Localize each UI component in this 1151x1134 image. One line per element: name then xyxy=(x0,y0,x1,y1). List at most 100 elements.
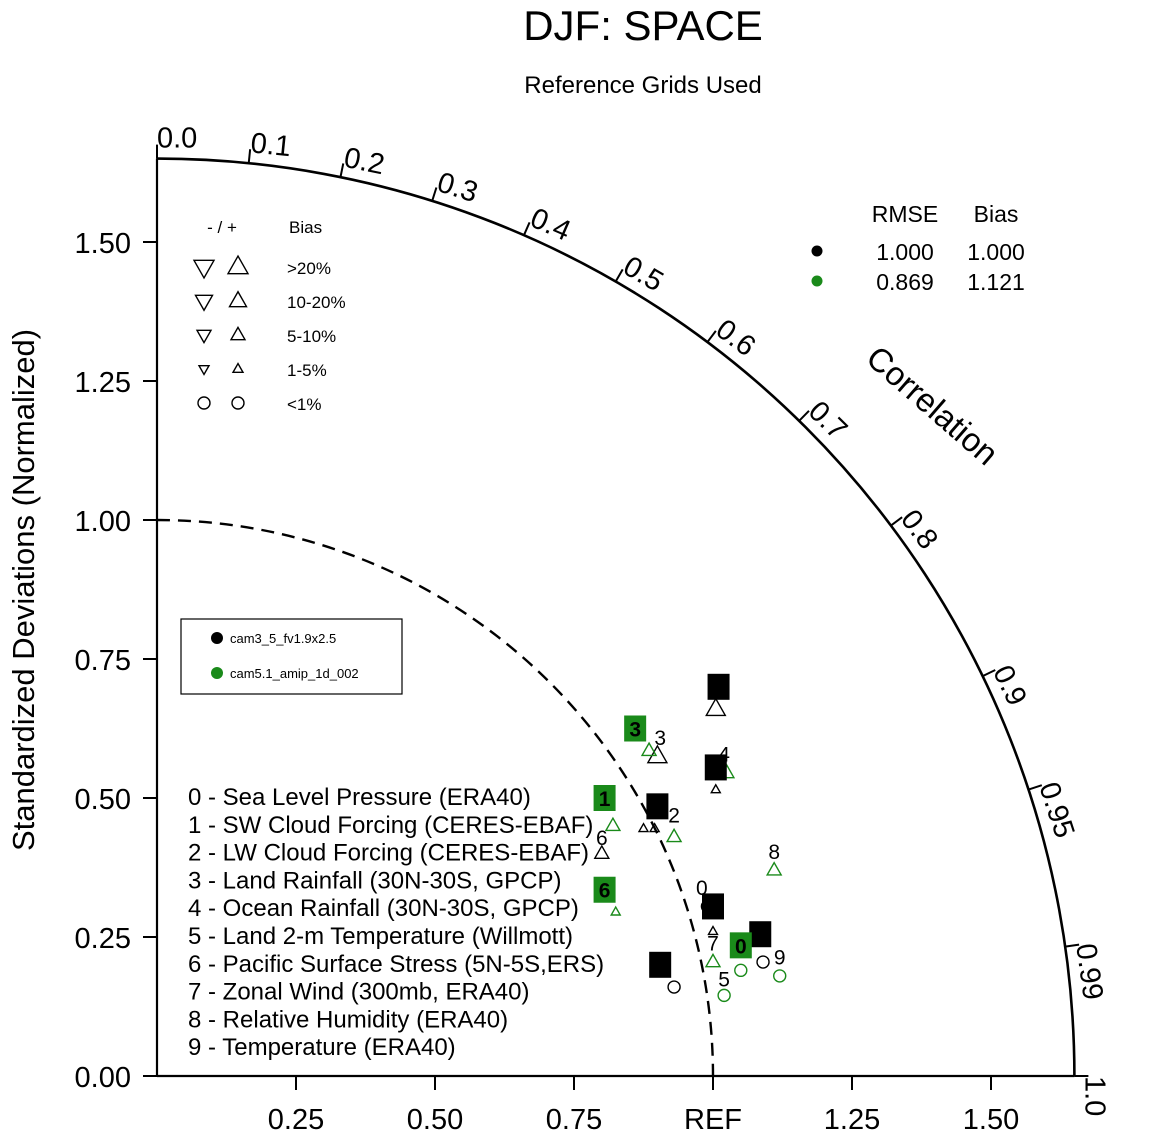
bias-legend-up-triangle xyxy=(231,362,245,374)
series-legend: cam3_5_fv1.9x2.5 cam5.1_amip_1d_002 xyxy=(180,618,403,695)
data-point-series-1-7 xyxy=(704,952,722,968)
series-legend-label-0: cam3_5_fv1.9x2.5 xyxy=(230,631,336,646)
correlation-tick-label: 0.1 xyxy=(249,127,292,163)
point-label-box-series-0-4 xyxy=(707,673,730,700)
point-label-series-1-3: 3 xyxy=(629,719,641,742)
point-label-series-0-9: 9 xyxy=(754,924,766,947)
stats-dot-series-1 xyxy=(811,275,823,287)
correlation-tick xyxy=(1065,943,1080,948)
correlation-tick-label: 0.9 xyxy=(986,660,1032,710)
point-label-series-1-7: 7 xyxy=(707,933,719,956)
bias-value-series-0: 1.000 xyxy=(967,239,1025,265)
correlation-arc-label: Correlation xyxy=(859,338,1005,472)
correlation-tick xyxy=(614,268,624,283)
variable-list-item: 4 - Ocean Rainfall (30N-30S, GPCP) xyxy=(188,895,579,922)
variable-list-item: 8 - Relative Humidity (ERA40) xyxy=(188,1006,508,1033)
point-label-series-0-3: 3 xyxy=(654,727,666,750)
stats-dot-series-0 xyxy=(811,245,823,257)
point-label-box-series-0-9 xyxy=(749,921,772,948)
correlation-tick-label: 0.6 xyxy=(710,313,761,363)
bias-legend-label: 10-20% xyxy=(287,293,346,312)
rmse-value-series-0: 1.000 xyxy=(876,239,934,265)
bias-legend-label-header: Bias xyxy=(289,218,322,237)
bias-legend-down-triangle xyxy=(197,364,211,376)
correlation-tick-label: 0.8 xyxy=(894,504,944,555)
correlation-tick-label: 0.5 xyxy=(618,250,669,298)
point-label-series-1-9: 9 xyxy=(774,946,786,969)
bias-header: Bias xyxy=(974,201,1019,227)
point-label-series-0-6: 6 xyxy=(596,827,608,850)
bias-legend-up-triangle xyxy=(228,290,248,308)
variable-list-item: 3 - Land Rainfall (30N-30S, GPCP) xyxy=(188,867,562,894)
data-point-series-0-9 xyxy=(756,955,770,969)
series-legend-marker-1 xyxy=(211,667,223,679)
variable-list-item: 1 - SW Cloud Forcing (CERES-EBAF) xyxy=(188,812,593,839)
x-tick-label: 0.50 xyxy=(407,1104,463,1134)
correlation-tick xyxy=(523,221,531,236)
bias-legend-label: 5-10% xyxy=(287,327,336,346)
point-label-box-series-1-0 xyxy=(729,932,752,959)
x-tick-label: 1.50 xyxy=(963,1104,1019,1134)
bias-legend-label: 1-5% xyxy=(287,361,327,380)
bias-legend-sign-header: - / + xyxy=(207,218,237,237)
point-label-series-1-6: 6 xyxy=(599,880,611,903)
bias-legend-circle-minus xyxy=(197,396,211,410)
data-point-series-1-0 xyxy=(734,963,748,978)
bias-legend-circle-plus xyxy=(231,396,245,410)
stats-legend: RMSE Bias 1.000 1.000 0.869 1.121 xyxy=(811,201,1025,295)
point-label-series-0-5: 5 xyxy=(654,955,666,978)
data-point-series-0-6 xyxy=(593,844,611,859)
bias-legend-label: >20% xyxy=(287,259,331,278)
data-point-series-1-5 xyxy=(717,988,731,1003)
point-label-box-series-0-8 xyxy=(646,793,669,820)
bias-legend-up-triangle xyxy=(229,325,247,341)
point-label-box-series-0-5 xyxy=(649,951,672,978)
correlation-tick xyxy=(798,410,810,422)
bias-value-series-1: 1.121 xyxy=(967,269,1025,295)
bias-legend-down-triangle xyxy=(195,329,213,345)
correlation-arc xyxy=(156,157,1076,1077)
data-point-series-0-3 xyxy=(646,744,669,764)
variable-list-item: 2 - LW Cloud Forcing (CERES-EBAF) xyxy=(188,840,589,867)
correlation-tick xyxy=(706,330,717,343)
point-label-series-0-4: 4 xyxy=(713,677,725,700)
correlation-tick-label: 1.0 xyxy=(1078,1076,1110,1116)
y-axis-title: Standardized Deviations (Normalized) xyxy=(6,329,41,851)
point-label-series-0-7: 7 xyxy=(707,896,719,919)
data-point-series-1-9 xyxy=(773,969,787,983)
x-tick-label: 0.75 xyxy=(546,1104,602,1134)
bias-legend-label: <1% xyxy=(287,395,322,414)
chart-title: DJF: SPACE xyxy=(523,2,763,49)
point-label-box-series-1-1 xyxy=(593,785,616,811)
bias-legend-up-triangle xyxy=(226,254,250,275)
y-tick-label: 1.50 xyxy=(75,228,131,260)
rmse-value-series-1: 0.869 xyxy=(876,269,934,295)
point-label-series-1-0: 0 xyxy=(735,935,747,958)
x-tick-label: 0.25 xyxy=(268,1104,324,1134)
x-tick-label: REF xyxy=(684,1104,742,1134)
variable-list-item: 0 - Sea Level Pressure (ERA40) xyxy=(188,784,531,811)
correlation-tick xyxy=(982,669,996,678)
data-point-series-0-1 xyxy=(637,822,650,833)
data-point-series-0-7 xyxy=(707,925,719,936)
variable-list-item: 5 - Land 2-m Temperature (Willmott) xyxy=(188,923,573,950)
y-tick-label: 0.50 xyxy=(75,784,131,816)
point-label-series-0-8: 8 xyxy=(652,796,664,819)
series-legend-label-1: cam5.1_amip_1d_002 xyxy=(230,666,359,681)
bias-legend-down-triangle xyxy=(194,294,214,312)
reference-sd-arc xyxy=(156,518,715,1077)
bias-legend-down-triangle xyxy=(192,259,216,280)
x-tick-label: 1.25 xyxy=(824,1104,880,1134)
data-point-series-0-2 xyxy=(710,783,722,794)
correlation-tick-label: 0.4 xyxy=(526,202,576,247)
data-point-series-1-1 xyxy=(604,816,622,832)
correlation-tick-label: 0.2 xyxy=(341,142,387,181)
series-legend-box xyxy=(180,618,403,695)
variable-list-item: 7 - Zonal Wind (300mb, ERA40) xyxy=(188,979,529,1006)
point-label-box-series-0-2 xyxy=(704,754,727,781)
correlation-tick-label: 0.0 xyxy=(157,123,197,155)
correlation-tick xyxy=(247,149,252,164)
correlation-tick xyxy=(1028,784,1043,791)
point-label-series-0-2: 2 xyxy=(710,757,722,780)
data-point-series-0-5 xyxy=(667,980,681,994)
